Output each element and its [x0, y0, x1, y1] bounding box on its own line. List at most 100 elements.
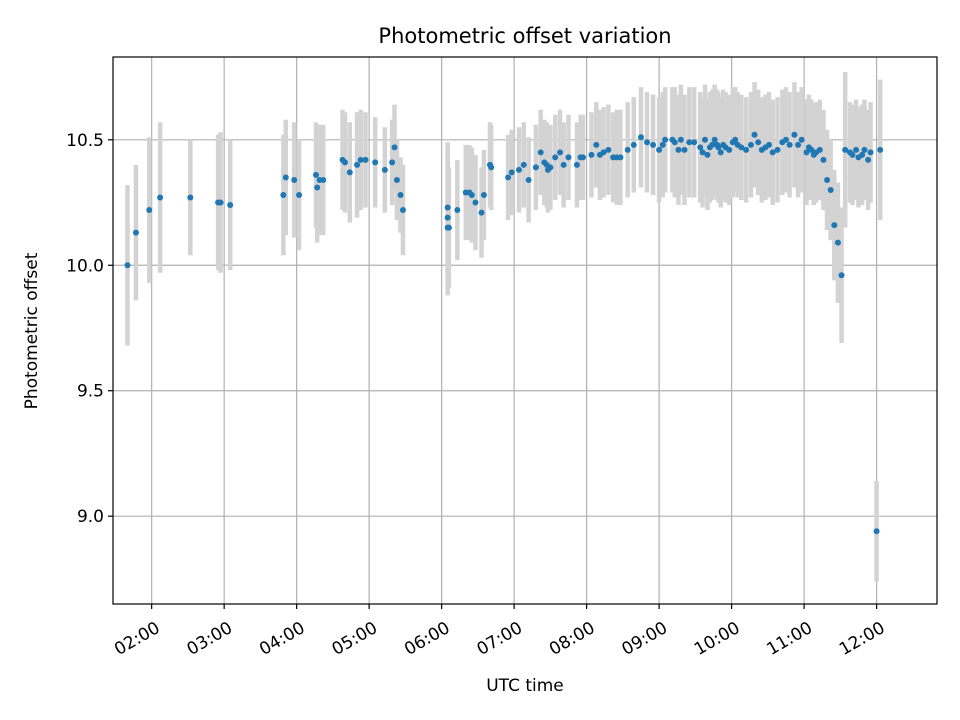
data-point [715, 144, 722, 151]
data-point [644, 139, 651, 146]
data-point [699, 149, 706, 156]
data-point [803, 149, 810, 156]
data-point [560, 161, 567, 168]
data-point [697, 144, 704, 151]
data-point [280, 192, 287, 199]
data-point [873, 528, 880, 535]
data-point [834, 239, 841, 246]
data-point [357, 156, 364, 163]
data-point [579, 154, 586, 161]
data-point [187, 194, 194, 201]
data-point [372, 159, 379, 166]
data-point [865, 156, 872, 163]
y-axis-label: Photometric offset [22, 252, 42, 409]
data-point [709, 141, 716, 148]
data-point [445, 224, 452, 231]
data-point [798, 136, 805, 143]
data-point [557, 149, 564, 156]
data-point [877, 146, 884, 153]
data-point [624, 146, 631, 153]
data-point [861, 146, 868, 153]
y-axis-ticks: 9.0 9.5 10.0 10.5 [66, 131, 113, 527]
data-point [146, 207, 153, 214]
data-point [397, 192, 404, 199]
data-point [547, 164, 554, 171]
data-point [791, 131, 798, 138]
data-point [637, 134, 644, 141]
data-point [677, 136, 684, 143]
data-point [593, 141, 600, 148]
data-point [393, 176, 400, 183]
data-point [782, 136, 789, 143]
data-point [681, 146, 688, 153]
data-point [362, 156, 369, 163]
data-point [831, 222, 838, 229]
data-point [468, 192, 475, 199]
data-point [217, 199, 224, 206]
data-point [157, 194, 164, 201]
y-tick-label: 9.5 [77, 382, 104, 402]
data-point [769, 149, 776, 156]
data-point [820, 156, 827, 163]
data-point [630, 141, 637, 148]
data-point [124, 262, 131, 269]
data-point [675, 146, 682, 153]
data-point [314, 184, 321, 191]
data-point [444, 204, 451, 211]
data-point [617, 154, 624, 161]
y-tick-label: 9.0 [77, 507, 104, 527]
data-point [717, 149, 724, 156]
data-point [444, 214, 451, 221]
data-point [552, 154, 559, 161]
data-point [808, 146, 815, 153]
data-point [766, 141, 773, 148]
data-point [227, 202, 234, 209]
data-point [702, 136, 709, 143]
data-point [532, 164, 539, 171]
data-point [686, 139, 693, 146]
data-point [478, 209, 485, 216]
data-point [520, 161, 527, 168]
data-point [320, 176, 327, 183]
y-tick-label: 10.5 [66, 131, 104, 151]
data-point [391, 144, 398, 151]
data-point [816, 146, 823, 153]
chart-title: Photometric offset variation [378, 24, 671, 48]
data-point [132, 229, 139, 236]
data-point [853, 146, 860, 153]
data-point [291, 176, 298, 183]
data-point [849, 151, 856, 158]
data-point [842, 146, 849, 153]
data-point [711, 136, 718, 143]
data-point [867, 149, 874, 156]
x-axis-label: UTC time [486, 676, 564, 696]
y-tick-label: 10.0 [66, 256, 104, 276]
data-point [659, 141, 666, 148]
data-point [704, 151, 711, 158]
data-point [751, 131, 758, 138]
data-point [600, 149, 607, 156]
data-point [671, 139, 678, 146]
data-point [399, 207, 406, 214]
data-point [480, 192, 487, 199]
data-point [573, 161, 580, 168]
data-point [354, 161, 361, 168]
data-point [525, 176, 532, 183]
data-point [726, 146, 733, 153]
data-point [691, 139, 698, 146]
data-point [312, 171, 319, 178]
data-point [346, 169, 353, 176]
data-point [605, 146, 612, 153]
data-point [341, 159, 348, 166]
data-point [743, 146, 750, 153]
data-point [824, 176, 831, 183]
data-point [859, 151, 866, 158]
data-point [565, 154, 572, 161]
data-point [774, 146, 781, 153]
data-points [124, 131, 884, 535]
data-point [795, 141, 802, 148]
data-point [838, 272, 845, 279]
data-point [454, 207, 461, 214]
data-point [381, 166, 388, 173]
